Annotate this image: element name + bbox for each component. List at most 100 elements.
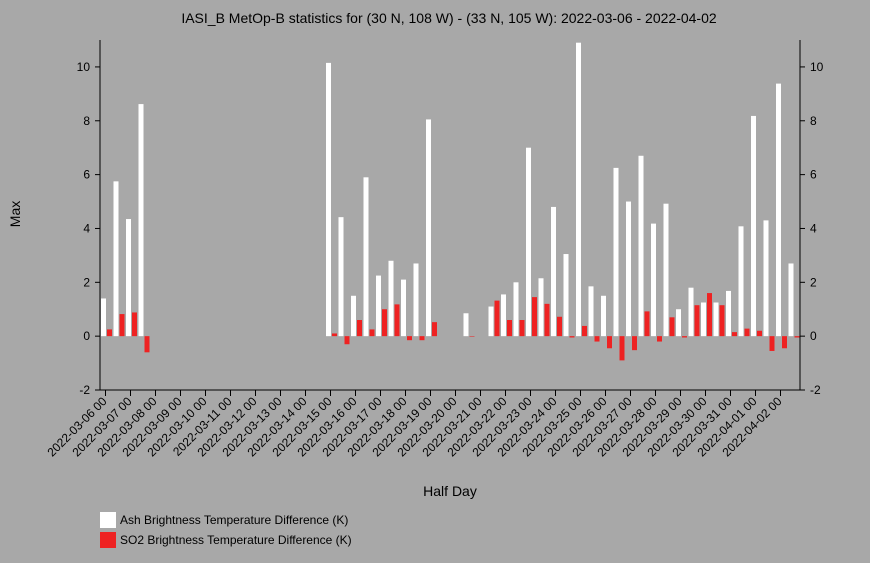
ash-bar [126, 219, 131, 337]
so2-bar [744, 328, 750, 337]
y-tick-label-left: 2 [83, 275, 90, 289]
so2-bar [794, 336, 800, 338]
so2-bar [119, 314, 125, 337]
y-tick-label-left: 10 [77, 60, 91, 74]
chart-title: IASI_B MetOp-B statistics for (30 N, 108… [181, 10, 717, 26]
legend-label-ash: Ash Brightness Temperature Difference (K… [120, 513, 348, 527]
so2-bar [769, 336, 775, 351]
ash-bar [751, 115, 756, 337]
ash-bar [551, 206, 556, 337]
so2-bar [357, 320, 362, 337]
ash-bar [401, 279, 406, 337]
so2-bar [732, 332, 737, 337]
so2-bar [494, 300, 500, 337]
so2-bar [369, 329, 375, 337]
y-tick-label-left: 6 [83, 168, 90, 182]
y-tick-label-right: 8 [810, 114, 817, 128]
y-axis-label: Max [7, 201, 23, 227]
so2-bar [332, 333, 337, 337]
so2-bar [707, 293, 712, 337]
so2-bar [657, 336, 662, 342]
so2-bar [694, 305, 700, 337]
ash-bar [726, 290, 731, 337]
ash-bar [513, 282, 519, 337]
so2-bar [594, 336, 600, 342]
legend-swatch-ash [100, 512, 116, 528]
so2-bar [719, 305, 725, 337]
so2-bar [144, 336, 150, 353]
so2-bar [757, 330, 762, 337]
so2-bar [469, 336, 475, 337]
ash-bar [501, 294, 506, 337]
y-tick-label-right: 2 [810, 275, 817, 289]
so2-bar [619, 336, 625, 361]
ash-bar [326, 62, 331, 337]
ash-bar [351, 295, 356, 337]
legend-label-so2: SO2 Brightness Temperature Difference (K… [120, 533, 352, 547]
y-tick-label-left: 0 [83, 329, 90, 343]
ash-bar [663, 203, 669, 337]
so2-bar [419, 336, 425, 341]
ash-bar [701, 302, 706, 337]
ash-bar [363, 177, 369, 337]
x-axis-label: Half Day [423, 483, 477, 499]
so2-bar [532, 297, 537, 337]
ash-bar [388, 260, 394, 337]
ash-bar [113, 181, 119, 337]
so2-bar [582, 325, 587, 337]
ash-bar [651, 223, 656, 337]
ash-series [101, 42, 794, 337]
so2-bar [132, 312, 137, 337]
so2-bar [107, 329, 112, 337]
ash-bar [676, 309, 681, 337]
ash-bar [638, 155, 644, 337]
ash-bar [426, 119, 431, 337]
ash-bar [788, 263, 794, 337]
so2-bar [607, 336, 612, 349]
y-tick-label-right: -2 [810, 383, 821, 397]
y-tick-label-right: 0 [810, 329, 817, 343]
ash-bar [776, 83, 781, 337]
so2-bar [507, 320, 512, 337]
so2-bar [569, 336, 575, 338]
ash-bar [463, 313, 469, 337]
so2-bar [394, 304, 400, 337]
ash-bar [588, 286, 594, 337]
y-tick-label-left: 4 [83, 221, 90, 235]
so2-bar [544, 303, 550, 337]
so2-bar [519, 320, 525, 337]
ash-bar [738, 226, 744, 337]
so2-bar [644, 311, 650, 337]
ash-bar [413, 263, 419, 337]
y-tick-label-right: 10 [810, 60, 824, 74]
y-tick-label-left: 8 [83, 114, 90, 128]
ash-bar [538, 278, 544, 337]
ash-bar [613, 167, 619, 337]
ash-bar [563, 254, 569, 337]
so2-bar [432, 322, 437, 337]
ash-bar [138, 104, 144, 337]
ash-bar [763, 220, 769, 337]
legend: Ash Brightness Temperature Difference (K… [100, 512, 352, 548]
so2-bar [669, 317, 675, 337]
so2-bar [782, 336, 787, 349]
y-tick-label-left: -2 [79, 383, 90, 397]
so2-bar [557, 316, 562, 337]
ash-bar [101, 298, 106, 337]
ash-bar [688, 287, 694, 337]
so2-series [107, 293, 800, 361]
y-tick-label-right: 4 [810, 221, 817, 235]
ash-bar [626, 201, 631, 337]
ash-bar [526, 147, 531, 337]
ash-bar [576, 42, 581, 337]
y-tick-label-right: 6 [810, 168, 817, 182]
so2-bar [632, 336, 637, 351]
y-axis-ticks: -2 -2 0 0 2 2 4 4 6 6 8 8 10 10 [77, 60, 824, 397]
so2-bar [407, 336, 412, 341]
so2-bar [344, 336, 350, 345]
ash-bar [376, 275, 381, 337]
ash-bar [488, 306, 494, 337]
so2-bar [382, 309, 387, 337]
